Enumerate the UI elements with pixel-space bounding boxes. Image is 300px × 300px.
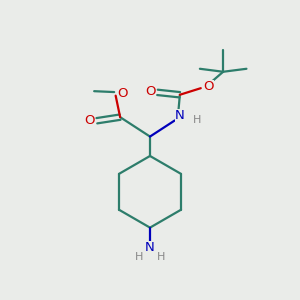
- Text: O: O: [84, 114, 94, 127]
- Text: O: O: [145, 85, 155, 98]
- Text: H: H: [157, 253, 166, 262]
- Text: N: N: [175, 109, 184, 122]
- Text: O: O: [204, 80, 214, 94]
- Text: O: O: [118, 87, 128, 101]
- Text: H: H: [193, 115, 201, 125]
- Text: H: H: [134, 253, 143, 262]
- Text: N: N: [145, 242, 155, 254]
